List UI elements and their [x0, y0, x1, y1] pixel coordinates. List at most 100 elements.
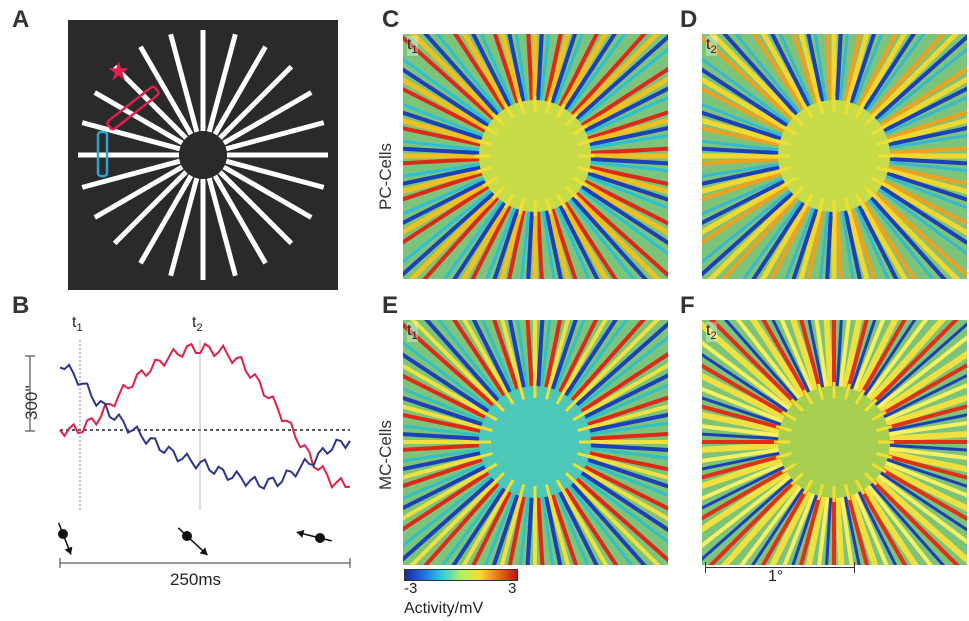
activity-stripe: [838, 487, 854, 565]
activity-stripe: [702, 173, 793, 216]
activity-stripe: [422, 188, 506, 279]
center-ray: [476, 425, 493, 433]
center-ray: [871, 124, 887, 136]
center-ray: [775, 451, 792, 459]
activity-stripe: [870, 182, 967, 256]
activity-stripe: [403, 449, 491, 472]
activity-stripe: [499, 485, 526, 565]
activity-stripe: [799, 320, 825, 399]
activity-stripe: [538, 34, 550, 111]
activity-stripe: [879, 159, 967, 173]
activity-stripe: [403, 183, 501, 264]
center-ray: [817, 383, 825, 400]
activity-stripe: [403, 442, 490, 452]
activity-stripe: [409, 34, 505, 126]
center-ray: [555, 479, 567, 495]
stimulus-bar: [225, 120, 325, 152]
activity-stripe: [566, 473, 661, 565]
center-ray: [817, 484, 825, 501]
activity-stripe: [485, 198, 520, 279]
activity-stripe: [424, 320, 506, 409]
center-ray: [565, 398, 579, 412]
activity-stripe: [580, 442, 668, 452]
activity-stripe: [547, 320, 578, 399]
activity-stripe: [798, 34, 825, 113]
stimulus-bar: [138, 174, 194, 265]
activity-stripe: [760, 480, 813, 565]
activity-stripe: [567, 185, 668, 278]
activity-stripe: [403, 86, 495, 138]
activity-stripe: [864, 186, 961, 279]
activity-stripe: [551, 483, 590, 565]
panel-label-b: B: [12, 292, 30, 319]
activity-stripe: [578, 404, 668, 433]
activity-stripe: [452, 193, 512, 279]
center-ray: [577, 165, 594, 173]
activity-stripe: [702, 110, 791, 144]
activity-stripe: [702, 35, 802, 127]
activity-stripe: [837, 34, 849, 111]
activity-stripe: [770, 34, 816, 116]
center-ray: [876, 451, 893, 459]
activity-stripe: [854, 34, 908, 118]
activity-stripe: [874, 86, 967, 138]
activity-stripe: [849, 34, 884, 114]
center-ray: [854, 389, 866, 405]
activity-stripe: [760, 34, 814, 118]
panel-label-d: D: [680, 6, 698, 33]
activity-stripe: [879, 431, 967, 443]
colorbar-label: Activity/mV: [404, 600, 484, 617]
activity-stripe: [702, 174, 794, 226]
activity-stripe: [750, 479, 810, 565]
activity-stripe: [702, 372, 795, 425]
activity-stripe: [578, 165, 668, 195]
activity-stripe: [702, 320, 802, 414]
center-ray: [544, 198, 552, 215]
activity-stripe: [722, 34, 805, 124]
activity-stripe: [879, 146, 967, 156]
activity-stripe: [871, 66, 967, 133]
scale-bar-tick-right: [854, 562, 855, 573]
activity-stripe: [863, 34, 946, 124]
activity-stripe: [535, 487, 545, 565]
activity-stripe: [790, 320, 823, 400]
activity-stripe: [575, 86, 668, 138]
amplitude-label: 300'': [22, 385, 41, 420]
activity-stripe: [507, 200, 528, 279]
activity-stripe: [564, 188, 648, 279]
activity-stripe: [833, 487, 845, 565]
activity-stripe: [856, 478, 919, 565]
activity-stripe: [769, 481, 817, 565]
activity-stripe: [855, 480, 908, 565]
activity-stripe: [403, 363, 497, 421]
activity-stripe: [564, 320, 646, 409]
activity-stripe: [865, 473, 960, 565]
activity-stripe: [879, 156, 967, 166]
activity-stripe: [782, 483, 819, 565]
activity-stripe: [839, 201, 855, 279]
activity-stripe: [568, 471, 668, 563]
activity-stripe: [507, 320, 528, 398]
activity-stripe: [553, 482, 599, 565]
activity-stripe: [702, 353, 797, 418]
activity-stripe: [580, 446, 668, 460]
activity-stripe: [403, 463, 497, 521]
activity-stripe: [564, 34, 647, 124]
activity-stripe: [580, 146, 668, 156]
activity-stripe: [461, 480, 514, 565]
activity-stripe: [735, 320, 808, 408]
activity-stripe: [879, 420, 967, 438]
activity-stripe: [403, 102, 493, 141]
activity-stripe: [702, 441, 789, 453]
activity-stripe: [403, 173, 494, 216]
activity-stripe: [879, 443, 967, 452]
center-ray: [802, 479, 814, 495]
center-ray: [854, 193, 866, 209]
center-ray: [555, 193, 567, 209]
center-ray: [476, 165, 493, 173]
activity-stripe: [542, 34, 563, 112]
blue-trace: [59, 363, 351, 490]
row-label-mc: MC-Cells: [376, 420, 395, 490]
center-ray: [854, 103, 866, 119]
activity-stripe: [791, 485, 821, 565]
